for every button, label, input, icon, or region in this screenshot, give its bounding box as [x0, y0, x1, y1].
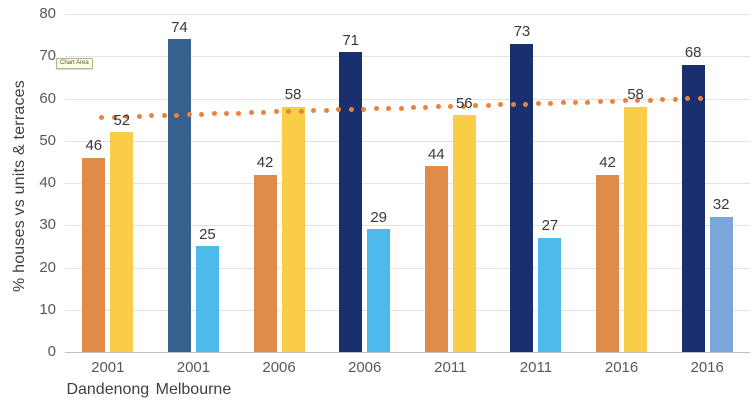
plot-area[interactable]: 46 52 74 25 42 58 71 29 44 56 73 27 42 58 68 32: [65, 14, 750, 353]
bar-units-terraces-2011[interactable]: [452, 115, 476, 352]
bar-houses-2016[interactable]: [596, 174, 620, 352]
bar-groups: 46 52 74 25 42 58 71 29 44 56 73 27 42 58 68 32: [65, 14, 750, 352]
bar-value-label: 42: [599, 154, 616, 172]
bar-column: 42: [253, 14, 277, 352]
bar-units-terraces-2016[interactable]: [709, 216, 733, 352]
bar-houses-2006[interactable]: [339, 52, 363, 352]
gridline-60: [65, 98, 750, 100]
bar-column: 27: [538, 14, 562, 352]
gridline-30: [65, 225, 750, 227]
bar-column: 73: [510, 14, 534, 352]
bar-houses-2006[interactable]: [253, 174, 277, 352]
bar-column: 74: [167, 14, 191, 352]
bar-houses-2011[interactable]: [424, 166, 448, 352]
bar-value-label: 25: [199, 225, 216, 243]
x-tick-label-6: 2016: [604, 359, 639, 376]
city-label-dandenong: Dandenong: [66, 381, 150, 398]
gridline-80: [65, 14, 750, 15]
bar-value-label: 56: [455, 94, 473, 112]
bar-column: 29: [367, 14, 391, 352]
bar-units-terraces-2016[interactable]: [624, 106, 648, 352]
bar-group-dandenong-2011: 44 56: [408, 14, 494, 352]
bar-column: 56: [452, 14, 476, 352]
bar-value-label: 71: [342, 31, 360, 49]
bar-group-melbourne-2016: 68 32: [664, 14, 750, 352]
bar-column: 32: [709, 14, 733, 352]
x-axis-line: [65, 352, 750, 353]
bar-column: 42: [596, 14, 620, 352]
y-tick-label-80: 80: [39, 5, 56, 22]
bar-group-dandenong-2006: 42 58: [236, 14, 322, 352]
bar-value-label: 58: [284, 86, 302, 104]
bar-value-label: 42: [256, 154, 274, 172]
y-tick-label-10: 10: [39, 300, 56, 318]
bar-value-label: 27: [541, 217, 559, 235]
bar-value-label: 74: [171, 18, 188, 36]
y-tick-label-40: 40: [39, 174, 56, 191]
bar-units-terraces-2001[interactable]: [195, 246, 219, 352]
city-label-empty: [579, 381, 665, 399]
x-axis-city-labels: Dandenong Melbourne: [65, 381, 750, 399]
y-tick-label-20: 20: [39, 258, 56, 276]
bar-column: 25: [195, 14, 219, 352]
bar-group-melbourne-2001: 74 25: [151, 14, 237, 352]
x-axis-year-labels: 2001 2001 2006 2006 2011 2011 2016 2016: [65, 359, 750, 376]
x-tick-label-1: 2001: [176, 359, 211, 376]
gridline-50: [65, 140, 750, 142]
bar-units-terraces-2006[interactable]: [367, 229, 391, 352]
gridline-20: [65, 267, 750, 269]
y-tick-label-70: 70: [39, 47, 56, 65]
x-tick-label-2: 2006: [262, 359, 296, 376]
bar-column: 46: [82, 14, 106, 352]
bar-value-label: 68: [684, 44, 702, 62]
bar-value-label: 73: [513, 23, 531, 41]
gridline-70: [65, 56, 750, 58]
bar-value-label: 32: [712, 196, 730, 214]
city-label-empty: [322, 381, 408, 399]
bar-group-dandenong-2016: 42 58: [579, 14, 665, 352]
city-label-melbourne: Melbourne: [155, 381, 232, 398]
x-tick-label-0: 2001: [91, 359, 125, 376]
bar-units-terraces-2006[interactable]: [281, 106, 305, 352]
bar-group-melbourne-2006: 71 29: [322, 14, 408, 352]
gridline-40: [65, 183, 750, 184]
city-label-empty: [236, 381, 322, 399]
bar-column: 68: [681, 14, 705, 352]
x-tick-label-4: 2011: [434, 359, 467, 376]
bar-column: 58: [624, 14, 648, 352]
x-tick-label-7: 2016: [690, 359, 724, 376]
bar-column: 52: [110, 14, 134, 352]
x-tick-label-3: 2006: [348, 359, 382, 376]
chart-area-tooltip: Chart Area: [56, 58, 93, 70]
y-tick-label-30: 30: [39, 216, 56, 234]
x-tick-label-5: 2011: [519, 359, 553, 376]
bar-units-terraces-2011[interactable]: [538, 237, 562, 352]
bar-houses-2001[interactable]: [167, 39, 191, 352]
bar-column: 58: [281, 14, 305, 352]
bar-value-label: 29: [370, 208, 388, 226]
bar-units-terraces-2001[interactable]: [110, 132, 134, 352]
bar-houses-2001[interactable]: [82, 157, 106, 352]
bar-column: 44: [424, 14, 448, 352]
y-tick-label-0: 0: [47, 343, 56, 360]
city-label-empty: [408, 381, 494, 399]
bar-column: 71: [339, 14, 363, 352]
y-tick-label-60: 60: [39, 89, 56, 107]
bar-value-label: 52: [113, 111, 131, 129]
bar-group-dandenong-2001: 46 52: [65, 14, 151, 352]
bar-houses-2016[interactable]: [681, 64, 705, 352]
bar-value-label: 46: [85, 137, 103, 155]
bar-value-label: 58: [627, 86, 644, 104]
bar-group-melbourne-2011: 73 27: [493, 14, 579, 352]
city-label-empty: [664, 381, 750, 399]
gridline-10: [65, 309, 750, 311]
bar-houses-2011[interactable]: [510, 43, 534, 352]
bar-value-label: 44: [427, 145, 445, 163]
y-tick-label-50: 50: [39, 131, 56, 149]
city-label-empty: [493, 381, 579, 399]
